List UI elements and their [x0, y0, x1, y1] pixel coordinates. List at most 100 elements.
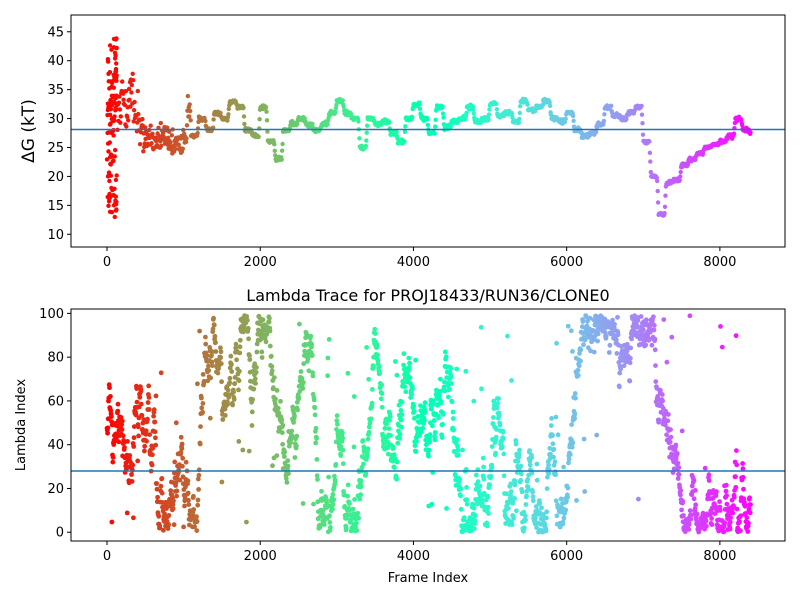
lambda-point: [108, 414, 114, 419]
lambda-point: [422, 417, 427, 423]
delta-g-point: [739, 117, 744, 123]
x-tick-label: 8000: [703, 255, 736, 270]
delta-g-point: [129, 90, 134, 95]
lambda-point: [730, 510, 736, 516]
lambda-point: [116, 439, 122, 445]
lambda-point: [689, 483, 695, 489]
delta-g-point: [106, 203, 111, 208]
lambda-point: [295, 407, 300, 413]
lambda-point: [582, 337, 588, 343]
lambda-point: [110, 455, 116, 460]
lambda-point: [544, 509, 550, 515]
lambda-point: [397, 431, 403, 437]
lambda-point: [501, 451, 507, 457]
lambda-point: [195, 502, 201, 508]
lambda-point: [511, 515, 516, 521]
lambda-point: [254, 349, 260, 355]
y-tick-label: 45: [47, 25, 64, 40]
lambda-point: [275, 405, 281, 411]
lambda-point: [370, 364, 376, 369]
lambda-point: [676, 465, 682, 470]
delta-g-point: [129, 82, 134, 88]
lambda-point: [250, 397, 256, 402]
lambda-point: [345, 370, 351, 376]
y-tick-label: 35: [47, 83, 64, 98]
lambda-point: [138, 388, 144, 394]
lambda-point: [328, 525, 333, 530]
lambda-point: [358, 492, 364, 498]
delta-g-point: [105, 141, 111, 146]
lambda-point: [387, 414, 393, 419]
delta-g-point: [131, 108, 137, 113]
lambda-point: [294, 443, 299, 449]
lambda-point: [656, 417, 662, 423]
lambda-point: [309, 342, 315, 347]
lambda-point: [721, 529, 727, 535]
y-tick-label: 40: [47, 54, 64, 69]
lambda-point: [508, 489, 514, 494]
lambda-point: [527, 462, 533, 468]
lambda-point: [565, 323, 571, 329]
lambda-point: [151, 413, 157, 419]
delta-g-point: [106, 149, 111, 154]
delta-g-point: [272, 148, 277, 153]
lambda-point: [653, 363, 658, 368]
delta-g-point: [494, 107, 499, 112]
lambda-point: [617, 384, 622, 390]
lambda-point: [170, 506, 176, 511]
lambda-point: [266, 319, 272, 325]
lambda-point: [134, 399, 140, 405]
lambda-point: [517, 447, 522, 453]
lambda-point: [651, 323, 657, 328]
lambda-point: [481, 464, 486, 470]
lambda-point: [150, 452, 155, 458]
lambda-point: [606, 350, 612, 355]
lambda-point: [108, 394, 113, 399]
delta-g-point: [185, 93, 191, 99]
lambda-point: [439, 435, 445, 440]
lambda-point: [179, 441, 185, 447]
delta-g-point: [105, 101, 111, 106]
lambda-point: [131, 424, 137, 429]
lambda-point: [196, 487, 202, 492]
lambda-point: [199, 395, 204, 401]
lambda-point: [138, 401, 144, 407]
lambda-point: [273, 396, 278, 402]
lambda-point: [486, 511, 491, 516]
delta-g-point: [394, 129, 399, 134]
lambda-point: [727, 526, 733, 532]
lambda-point: [667, 439, 673, 445]
delta-g-point: [107, 43, 113, 48]
lambda-point: [728, 515, 733, 521]
lambda-point: [396, 402, 402, 408]
lambda-point: [444, 506, 449, 511]
lambda-point: [409, 391, 414, 397]
lambda-point: [200, 401, 206, 406]
delta-g-point: [486, 117, 491, 123]
delta-g-point: [487, 107, 492, 112]
lambda-point: [350, 506, 356, 512]
delta-g-point: [639, 112, 645, 117]
lambda-point: [186, 502, 192, 507]
delta-g-point: [109, 84, 114, 90]
lambda-point: [738, 513, 744, 519]
lambda-point: [373, 331, 378, 336]
lambda-point: [245, 317, 250, 323]
lambda-point: [727, 519, 733, 525]
lambda-point: [427, 432, 433, 437]
lambda-point: [572, 411, 578, 417]
lambda-point: [399, 424, 404, 430]
lambda-point: [518, 478, 524, 483]
lambda-point: [681, 513, 686, 518]
lambda-point: [431, 401, 436, 407]
lambda-point: [574, 498, 579, 503]
lambda-point: [694, 511, 700, 517]
lambda-point: [365, 446, 371, 452]
lambda-point: [274, 388, 280, 393]
lambda-point: [154, 481, 160, 486]
delta-g-point: [116, 100, 122, 105]
lambda-point: [192, 524, 198, 530]
lambda-point: [309, 352, 315, 358]
lambda-point: [207, 415, 213, 421]
lambda-point: [194, 514, 199, 519]
